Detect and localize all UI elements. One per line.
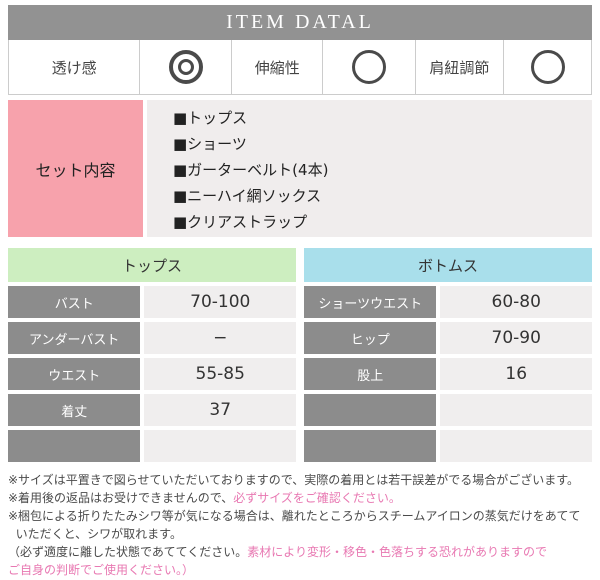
page-title: ITEM DATAL: [226, 11, 374, 33]
table-row-label: 股上: [304, 358, 437, 390]
feature-rating-cell: [322, 40, 415, 94]
table-row-value: 70-90: [440, 322, 592, 354]
feature-label: 透け感: [51, 58, 97, 77]
note-line: （必ず適度に離した状態であててください。素材により変形・移色・色落ちする恐れがあ…: [8, 543, 592, 561]
table-row-label: ヒップ: [304, 322, 437, 354]
table-row: [304, 394, 592, 426]
table-row-value: −: [144, 322, 296, 354]
note-text: いただくと、シワが取れます。: [8, 527, 182, 541]
set-contents-list: ■トップス ■ショーツ ■ガーターベルト(4本) ■ニーハイ網ソックス ■クリアストラッ…: [147, 100, 592, 237]
feature-rating-cell: [139, 40, 232, 94]
note-highlight-text: 必ずサイズをご確認ください。: [233, 491, 401, 505]
double-circle-symbol-icon: [168, 50, 203, 84]
table-row-value: [440, 430, 592, 462]
table-row-value: 60-80: [440, 286, 592, 318]
table-row-label: [304, 394, 437, 426]
note-text: （必ず適度に離した状態であててください。: [8, 545, 248, 559]
table-row-value: 55-85: [144, 358, 296, 390]
table-row-value: 16: [440, 358, 592, 390]
size-table: ボトムス ショーツウエスト 60-80 ヒップ 70-90 股上 16: [304, 248, 592, 462]
table-row-label: ウエスト: [8, 358, 141, 390]
set-content-item: ■クリアストラップ: [173, 213, 308, 231]
note-line: ※サイズは平置きで図らせていただいておりますので、実際の着用とは若干誤差がでる場…: [8, 471, 592, 489]
set-contents-section: セット内容 ■トップス ■ショーツ ■ガーターベルト(4本) ■ニーハイ網ソックス ■ク…: [8, 100, 592, 237]
note-line: ※梱包による折りたたみシワ等が気になる場合は、離れたところからスチームアイロンの…: [8, 507, 592, 525]
feature-label-cell: 透け感: [9, 40, 140, 94]
table-row: ヒップ 70-90: [304, 322, 592, 354]
feature-label: 肩紐調節: [429, 58, 490, 77]
note-text: ※着用後の返品はお受けできませんので、: [8, 491, 234, 505]
circle-symbol-icon: [351, 50, 386, 84]
note-line: ※着用後の返品はお受けできませんので、必ずサイズをご確認ください。: [8, 489, 592, 507]
table-row-value: 70-100: [144, 286, 296, 318]
table-row-label: [8, 430, 141, 462]
set-content-item: ■ショーツ: [173, 135, 247, 153]
inner-ring-icon: [177, 59, 194, 75]
feature-label: 伸縮性: [254, 58, 300, 77]
table-row-label: [304, 430, 437, 462]
feature-rating-cell: [503, 40, 591, 94]
table-row: 股上 16: [304, 358, 592, 390]
table-row: 着丈 37: [8, 394, 296, 426]
table-row-value: 37: [144, 394, 296, 426]
feature-label-cell: 伸縮性: [231, 40, 323, 94]
size-table-title: ボトムス: [304, 248, 592, 282]
note-highlight-text: 素材により変形・移色・色落ちする恐れがありますので: [247, 545, 548, 559]
item-detail-header: ITEM DATAL: [8, 5, 592, 40]
table-row: ショーツウエスト 60-80: [304, 286, 592, 318]
note-line: ご自身の判断でご使用ください。）: [8, 561, 592, 579]
note-text: ※サイズは平置きで図らせていただいておりますので、実際の着用とは若干誤差がでる場…: [8, 473, 580, 487]
table-row: [8, 430, 296, 462]
note-line: いただくと、シワが取れます。: [8, 525, 592, 543]
table-row: バスト 70-100: [8, 286, 296, 318]
table-row: アンダーバスト −: [8, 322, 296, 354]
set-content-item: ■ニーハイ網ソックス: [173, 187, 322, 205]
set-content-item: ■ガーターベルト(4本): [173, 161, 329, 179]
table-row-value: [144, 430, 296, 462]
table-row-value: [440, 394, 592, 426]
table-row-label: ショーツウエスト: [304, 286, 437, 318]
table-row: [304, 430, 592, 462]
circle-symbol-icon: [530, 50, 565, 84]
set-contents-label: セット内容: [8, 100, 143, 237]
size-table-title: トップス: [8, 248, 296, 282]
notes-section: ※サイズは平置きで図らせていただいておりますので、実際の着用とは若干誤差がでる場…: [8, 471, 592, 579]
table-row-label: アンダーバスト: [8, 322, 141, 354]
table-row-label: バスト: [8, 286, 141, 318]
table-row: ウエスト 55-85: [8, 358, 296, 390]
size-table: トップス バスト 70-100 アンダーバスト − ウエスト 55-85 着丈 37: [8, 248, 296, 462]
set-content-item: ■トップス: [173, 109, 248, 127]
feature-rating-row: 透け感 伸縮性 肩紐調節: [8, 40, 592, 95]
size-tables: トップス バスト 70-100 アンダーバスト − ウエスト 55-85 着丈 37 ボトムス ショ…: [8, 248, 592, 462]
table-row-label: 着丈: [8, 394, 141, 426]
feature-label-cell: 肩紐調節: [414, 40, 504, 94]
note-highlight-text: ご自身の判断でご使用ください。）: [8, 563, 195, 577]
note-text: ※梱包による折りたたみシワ等が気になる場合は、離れたところからスチームアイロンの…: [8, 509, 581, 523]
